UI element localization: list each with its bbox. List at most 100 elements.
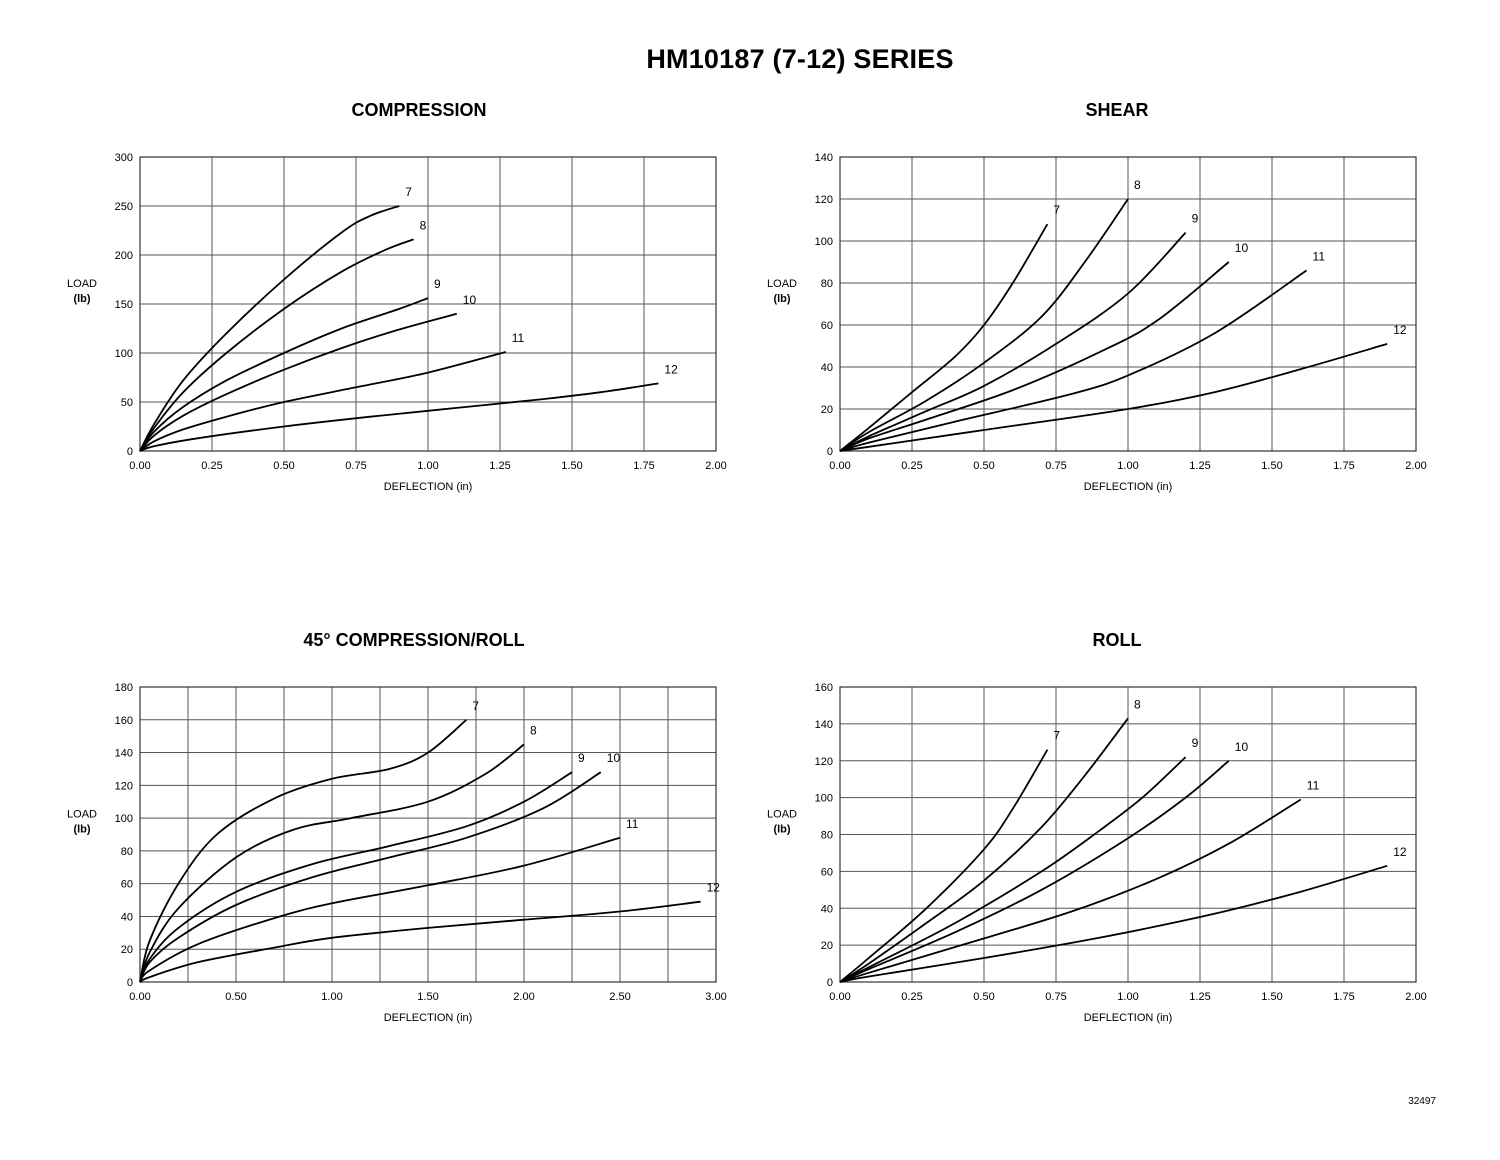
shear-x-tick-label: 2.00 <box>1405 460 1426 472</box>
roll-y-axis-label: LOAD <box>767 809 797 821</box>
compression-roll-y-tick-label: 100 <box>115 813 133 825</box>
compression-roll-series-12-label: 12 <box>707 881 721 895</box>
compression-roll-y-tick-label: 160 <box>115 715 133 727</box>
shear-series-12-line <box>839 343 1388 452</box>
compression-series-12-line <box>139 382 659 452</box>
shear-series-9-line <box>839 231 1187 452</box>
compression-series-11-label: 11 <box>512 331 525 345</box>
compression-y-tick-label: 250 <box>115 201 133 213</box>
shear-y-axis-label: LOAD <box>767 278 797 290</box>
roll-x-tick-label: 0.50 <box>973 991 994 1003</box>
shear-series-11-line <box>839 269 1308 452</box>
compression-series-8-label: 8 <box>420 218 427 232</box>
compression-roll-y-tick-label: 140 <box>115 748 133 760</box>
shear-series-10-label: 10 <box>1235 241 1249 255</box>
compression-roll-series-8-label: 8 <box>530 723 537 737</box>
compression-roll-x-tick-label: 1.00 <box>321 991 342 1003</box>
document-id: 32497 <box>1408 1096 1436 1107</box>
roll-x-tick-label: 0.25 <box>901 991 922 1003</box>
compression-series-8-line <box>139 238 414 452</box>
compression-roll-y-tick-label: 0 <box>127 977 133 989</box>
roll-x-tick-label: 1.50 <box>1261 991 1282 1003</box>
shear-x-axis-label: DEFLECTION (in) <box>1084 481 1173 493</box>
roll-chart: 0.00 0.25 0.50 0.75 1.00 1.25 1.50 1.75 2.00 0 20 4… <box>767 682 1427 1024</box>
shear-y-tick-label: 0 <box>827 446 833 458</box>
compression-series-9-label: 9 <box>434 277 441 291</box>
compression-roll-series-11-line <box>139 836 621 983</box>
compression-roll-series-9-line <box>139 771 573 983</box>
roll-x-tick-label: 2.00 <box>1405 991 1426 1003</box>
roll-y-tick-label: 40 <box>821 903 833 915</box>
compression-roll-y-tick-label: 180 <box>115 682 133 694</box>
shear-x-tick-label: 1.50 <box>1261 460 1282 472</box>
compression-roll-x-tick-label: 2.00 <box>513 991 534 1003</box>
compression-roll-y-tick-label: 40 <box>121 911 133 923</box>
compression-plot-frame <box>139 156 717 452</box>
shear-series-7-label: 7 <box>1053 203 1060 217</box>
compression-roll-y-tick-label: 20 <box>121 944 133 956</box>
roll-x-tick-label: 1.00 <box>1117 991 1138 1003</box>
compression-y-axis-label: (lb) <box>73 293 90 305</box>
roll-series-9-line <box>839 756 1187 983</box>
compression-x-tick-label: 1.50 <box>561 460 582 472</box>
roll-series-12-line <box>839 864 1388 983</box>
compression-roll-x-tick-label: 3.00 <box>705 991 726 1003</box>
compression-x-tick-label: 1.25 <box>489 460 510 472</box>
compression-roll-series-10-line <box>139 771 602 983</box>
shear-x-tick-label: 0.75 <box>1045 460 1066 472</box>
shear-x-tick-label: 1.00 <box>1117 460 1138 472</box>
roll-series-11-label: 11 <box>1307 778 1320 792</box>
roll-y-tick-label: 120 <box>815 756 833 768</box>
compression-chart: 0.00 0.25 0.50 0.75 1.00 1.25 1.50 1.75 2.00 0 50 1… <box>67 152 727 493</box>
compression-roll-series-7-line <box>139 719 467 983</box>
compression-y-tick-label: 50 <box>121 397 133 409</box>
compression-x-tick-label: 1.75 <box>633 460 654 472</box>
shear-x-tick-label: 0.00 <box>829 460 850 472</box>
compression-roll-x-axis-label: DEFLECTION (in) <box>384 1012 473 1024</box>
roll-x-tick-label: 1.25 <box>1189 991 1210 1003</box>
compression-y-tick-label: 200 <box>115 250 133 262</box>
compression-roll-x-tick-label: 0.00 <box>129 991 150 1003</box>
compression-roll-series-9-label: 9 <box>578 751 585 765</box>
compression-series-10-label: 10 <box>463 293 477 307</box>
roll-x-tick-label: 0.00 <box>829 991 850 1003</box>
compression-x-tick-label: 1.00 <box>417 460 438 472</box>
roll-x-axis-label: DEFLECTION (in) <box>1084 1012 1173 1024</box>
compression-x-tick-label: 0.75 <box>345 460 366 472</box>
shear-y-tick-label: 140 <box>815 152 833 164</box>
roll-series-7-line <box>839 749 1049 983</box>
shear-y-tick-label: 60 <box>821 320 833 332</box>
shear-y-tick-label: 40 <box>821 362 833 374</box>
compression-roll-y-axis-label: (lb) <box>73 824 90 836</box>
shear-series-8-label: 8 <box>1134 178 1141 192</box>
compression-roll-series-8-line <box>139 743 525 983</box>
shear-series-12-label: 12 <box>1393 323 1407 337</box>
compression-series-10-line <box>139 312 458 452</box>
compression-roll-y-tick-label: 80 <box>121 846 133 858</box>
shear-y-tick-label: 80 <box>821 278 833 290</box>
shear-chart: 0.00 0.25 0.50 0.75 1.00 1.25 1.50 1.75 2.00 0 20 4… <box>767 152 1427 493</box>
compression-chart-title: COMPRESSION <box>351 100 487 120</box>
compression-x-axis-label: DEFLECTION (in) <box>384 481 473 493</box>
roll-series-11-line <box>839 798 1302 983</box>
shear-y-tick-label: 20 <box>821 404 833 416</box>
roll-y-tick-label: 140 <box>815 719 833 731</box>
roll-y-tick-label: 160 <box>815 682 833 694</box>
compression-y-axis-label: LOAD <box>67 278 97 290</box>
roll-chart-title: ROLL <box>1092 630 1142 650</box>
compression-y-tick-label: 100 <box>115 348 133 360</box>
shear-series-10-line <box>839 261 1230 452</box>
roll-y-tick-label: 80 <box>821 830 833 842</box>
compression-roll-y-tick-label: 60 <box>121 879 133 891</box>
shear-series-9-label: 9 <box>1192 212 1199 226</box>
shear-x-tick-label: 1.75 <box>1333 460 1354 472</box>
compression-roll-series-11-label: 11 <box>626 817 639 831</box>
compression-roll-chart: 0.00 0.50 1.00 1.50 2.00 2.50 3.00 0 20 40 60 80 100… <box>67 682 727 1024</box>
compression-roll-x-tick-label: 0.50 <box>225 991 246 1003</box>
compression-roll-x-tick-label: 2.50 <box>609 991 630 1003</box>
shear-plot-frame <box>839 156 1417 452</box>
compression-series-7-line <box>139 205 400 452</box>
compression-series-7-label: 7 <box>405 185 412 199</box>
compression-y-tick-label: 150 <box>115 299 133 311</box>
